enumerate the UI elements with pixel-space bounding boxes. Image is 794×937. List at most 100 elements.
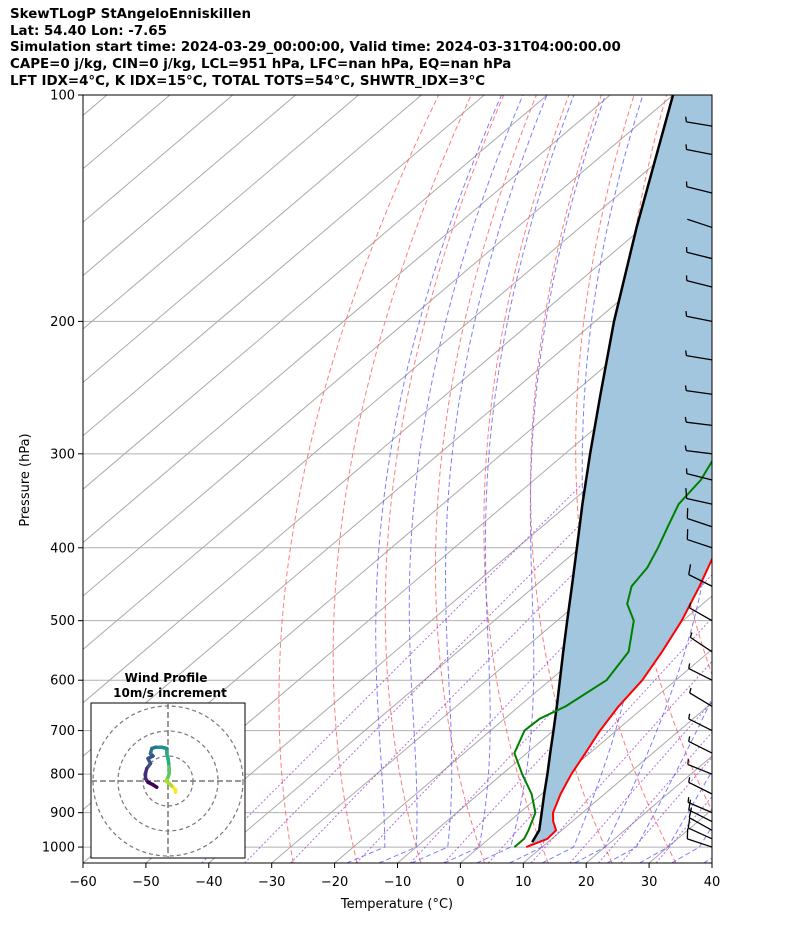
wind-barb <box>688 777 713 795</box>
wind-barb <box>688 736 713 754</box>
chart-title: SkewTLogP StAngeloEnniskillen <box>10 7 252 22</box>
chart-header: SkewTLogP StAngeloEnniskillen Lat: 54.40… <box>10 7 621 91</box>
mixing-ratio-line <box>201 453 614 863</box>
temperature-line <box>525 556 712 849</box>
dry-adiabat <box>278 95 440 863</box>
cape-shading <box>526 95 712 848</box>
isotherm-line <box>775 95 794 863</box>
location-line: Lat: 54.40 Lon: -7.65 <box>10 23 167 39</box>
y-tick-label: 400 <box>50 541 75 556</box>
hodograph-inset: Wind Profile 10m/s increment <box>90 671 246 859</box>
wind-barb <box>688 663 713 681</box>
x-tick-label: 0 <box>456 875 464 890</box>
wind-barb <box>688 799 713 823</box>
dry-adiabat <box>702 199 712 477</box>
wind-barb <box>685 275 713 288</box>
y-tick-label: 500 <box>50 614 75 629</box>
moist-adiabat <box>411 95 548 863</box>
dewpoint-line <box>513 459 712 848</box>
indices-line: LFT IDX=4°C, K IDX=15°C, TOTAL TOTS=54°C… <box>10 73 486 89</box>
mixing-ratio-line <box>443 574 712 863</box>
wind-barb <box>685 144 713 156</box>
wind-barb <box>685 247 713 260</box>
y-tick-label: 1000 <box>42 841 75 856</box>
x-tick-label: −10 <box>384 875 411 890</box>
x-tick-label: 20 <box>578 875 595 890</box>
y-tick-label: 100 <box>50 89 75 104</box>
moist-adiabat <box>703 857 712 863</box>
time-line: Simulation start time: 2024-03-29_00:00:… <box>10 40 621 56</box>
wind-barb <box>685 350 713 361</box>
isotherm-line <box>460 648 712 863</box>
y-axis-label: Pressure (hPa) <box>18 433 33 526</box>
isotherm-line <box>83 95 548 490</box>
wind-barb <box>685 116 713 127</box>
moist-adiabat <box>639 770 712 863</box>
hodograph-subtitle: 10m/s increment <box>113 686 227 700</box>
x-tick-label: −60 <box>69 875 96 890</box>
wind-barb <box>689 687 713 707</box>
wind-barb <box>688 713 713 732</box>
x-axis-label: Temperature (°C) <box>340 897 453 912</box>
wind-barb <box>684 385 713 395</box>
dry-adiabat <box>435 95 537 863</box>
y-tick-label: 300 <box>50 447 75 462</box>
wind-barb <box>687 218 713 229</box>
y-tick-label: 600 <box>50 674 75 689</box>
wind-barb <box>685 311 713 323</box>
y-tick-label: 900 <box>50 806 75 821</box>
mixing-ratio-line <box>620 756 712 863</box>
isotherm-line <box>522 702 712 863</box>
wind-barb <box>688 807 713 831</box>
wind-barb <box>684 445 713 455</box>
y-axis-ticks: 100 200 300 400 500 600 700 800 900 1000 <box>42 89 83 856</box>
dry-adiabat <box>743 95 794 863</box>
dry-adiabat <box>575 95 677 863</box>
y-tick-label: 200 <box>50 315 75 330</box>
isotherm-line <box>83 95 611 544</box>
isotherm-line <box>334 541 712 863</box>
x-tick-label: −30 <box>258 875 285 890</box>
moist-adiabat <box>378 95 524 863</box>
isotherm-line <box>83 95 485 437</box>
dry-adiabat <box>384 95 505 863</box>
x-tick-label: −40 <box>195 875 222 890</box>
wind-barb <box>686 529 713 549</box>
isotherm-line <box>397 595 712 863</box>
wind-barb <box>688 564 713 587</box>
wind-barb <box>685 181 713 194</box>
wind-barb <box>685 488 713 505</box>
x-tick-label: −20 <box>321 875 348 890</box>
wind-barb <box>685 468 713 481</box>
dry-adiabat <box>781 95 794 863</box>
wind-barb <box>687 817 713 840</box>
parcel-profile-line <box>531 95 675 843</box>
isotherm-line <box>83 95 674 597</box>
hodograph-title: Wind Profile <box>125 671 208 685</box>
isotherm-line <box>83 95 422 384</box>
wind-barb <box>688 602 713 622</box>
wind-barb <box>687 797 713 814</box>
wind-barb <box>684 416 713 427</box>
cape-line: CAPE=0 j/kg, CIN=0 j/kg, LCL=951 hPa, LF… <box>10 57 512 73</box>
x-tick-label: 40 <box>704 875 721 890</box>
x-axis-ticks: −60 −50 −40 −30 −20 −10 0 10 20 30 40 <box>69 863 720 890</box>
hodograph-segment <box>151 783 159 789</box>
moist-adiabat <box>443 95 575 863</box>
y-tick-label: 700 <box>50 724 75 739</box>
moist-adiabat <box>476 95 606 863</box>
isotherm-line <box>83 114 712 651</box>
isotherm-line <box>83 95 359 330</box>
x-tick-label: 30 <box>641 875 658 890</box>
moist-adiabat <box>346 95 502 863</box>
wind-barb <box>686 828 713 848</box>
dry-adiabat <box>483 95 570 863</box>
wind-barb <box>687 759 713 775</box>
isotherm-line <box>271 488 712 863</box>
wind-barbs <box>684 116 713 848</box>
isotherm-line <box>711 862 712 863</box>
x-tick-label: 10 <box>515 875 532 890</box>
dry-adiabat <box>332 95 472 863</box>
moist-adiabat <box>606 697 712 863</box>
